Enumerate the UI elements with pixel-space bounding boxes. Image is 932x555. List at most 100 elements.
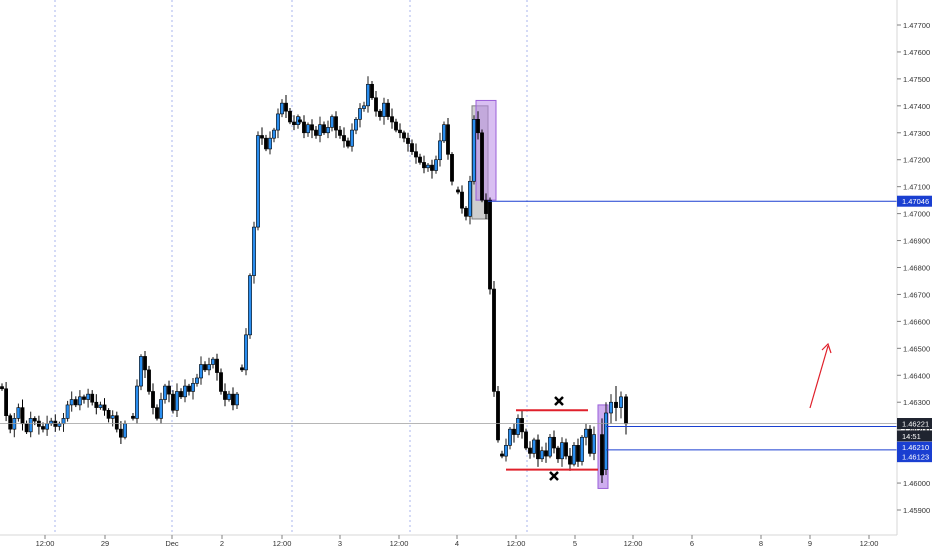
- candle-body: [28, 418, 33, 433]
- candle-body: [456, 189, 460, 193]
- price-tag-label: 1.46221: [902, 420, 929, 429]
- candle-body: [240, 367, 244, 371]
- price-axis-label: 1.47500: [903, 75, 930, 84]
- candle-body: [24, 423, 29, 433]
- candle-body: [211, 358, 215, 365]
- price-axis-label: 1.46000: [903, 479, 930, 488]
- candle-body: [272, 129, 276, 139]
- candle-body: [422, 162, 426, 169]
- candle-body: [600, 434, 604, 476]
- candle-body: [342, 135, 346, 142]
- candle-body: [183, 385, 187, 398]
- candle-body: [235, 393, 239, 406]
- candle-body: [155, 407, 159, 419]
- candle-body: [624, 396, 628, 425]
- candle-body: [609, 401, 613, 414]
- candle-body: [326, 127, 330, 134]
- candle-body: [460, 191, 464, 209]
- time-axis-label: 12:00: [507, 539, 526, 548]
- candle-body: [410, 143, 414, 152]
- candle-body: [65, 404, 70, 419]
- candle-body: [536, 439, 540, 460]
- price-tag-label: 1.46210: [902, 443, 929, 452]
- candle-body: [195, 377, 199, 384]
- candle-body: [179, 391, 183, 398]
- candle-body: [73, 399, 78, 406]
- price-axis-label: 1.46900: [903, 237, 930, 246]
- time-axis-label: 9: [808, 539, 812, 548]
- price-axis-label: 1.46800: [903, 264, 930, 273]
- candle-body: [426, 164, 430, 169]
- time-axis-label: 6: [690, 539, 694, 548]
- candle-body: [314, 129, 318, 136]
- candle-body: [592, 434, 596, 454]
- candle-body: [450, 154, 454, 182]
- candle-body: [604, 412, 608, 470]
- price-axis-label: 1.47100: [903, 183, 930, 192]
- candle-body: [78, 396, 82, 406]
- candle-body: [171, 393, 175, 411]
- candle-body: [223, 391, 227, 400]
- candle-body: [358, 108, 362, 120]
- candle-body: [548, 436, 552, 457]
- candle-body: [446, 124, 450, 155]
- candle-body: [560, 442, 564, 460]
- candle-body: [619, 396, 623, 408]
- time-axis-label: 12:00: [624, 539, 643, 548]
- candle-body: [540, 450, 544, 460]
- candle-body: [86, 393, 91, 400]
- candle-body: [268, 137, 272, 150]
- candle-body: [306, 124, 310, 134]
- candle-body: [386, 102, 390, 117]
- candle-body: [191, 383, 195, 392]
- candle-body: [98, 404, 103, 408]
- candle-body: [61, 418, 66, 425]
- candle-body: [414, 151, 418, 158]
- candle-body: [366, 83, 370, 107]
- candle-body: [131, 415, 135, 419]
- candle-body: [199, 364, 203, 379]
- price-axis-label: 1.45900: [903, 506, 930, 515]
- price-axis-label: 1.47300: [903, 129, 930, 138]
- time-axis-label: 12:00: [36, 539, 55, 548]
- candle-body: [187, 385, 191, 392]
- candle-body: [480, 132, 484, 201]
- candle-body: [468, 180, 472, 217]
- candle-body: [544, 450, 548, 457]
- price-axis-label: 1.46700: [903, 290, 930, 299]
- candle-body: [20, 407, 25, 425]
- candle-body: [318, 124, 322, 136]
- candle-body: [159, 399, 163, 419]
- candle-body: [163, 385, 167, 400]
- candle-body: [16, 407, 21, 419]
- candle-body: [175, 391, 179, 411]
- candle-body: [476, 119, 480, 134]
- price-tag-label: 1.47046: [902, 197, 929, 206]
- candle-body: [464, 207, 468, 217]
- candle-body: [520, 418, 524, 433]
- candle-body: [576, 445, 580, 462]
- candle-body: [135, 385, 139, 419]
- candle-body: [504, 445, 508, 457]
- drawings-layer: [0, 200, 897, 481]
- price-axis-label: 1.47200: [903, 156, 930, 165]
- purple-zone-box-upper: [475, 99, 497, 201]
- candle-body: [406, 137, 410, 144]
- candle-body: [102, 404, 107, 411]
- time-axis-label: 3: [338, 539, 342, 548]
- candle-body: [552, 436, 556, 449]
- candle-body: [288, 110, 292, 123]
- candle-body: [110, 415, 115, 419]
- price-tag-label: 14:51: [902, 432, 921, 441]
- candle-body: [215, 358, 219, 373]
- price-axis-label: 1.46200: [903, 425, 930, 434]
- price-axis-label: 1.46300: [903, 398, 930, 407]
- candle-body: [488, 199, 492, 290]
- candle-body: [370, 83, 374, 99]
- time-axis-label: 29: [101, 539, 109, 548]
- candle-body: [516, 418, 520, 435]
- candle-body: [556, 447, 560, 460]
- candle-body: [572, 445, 576, 465]
